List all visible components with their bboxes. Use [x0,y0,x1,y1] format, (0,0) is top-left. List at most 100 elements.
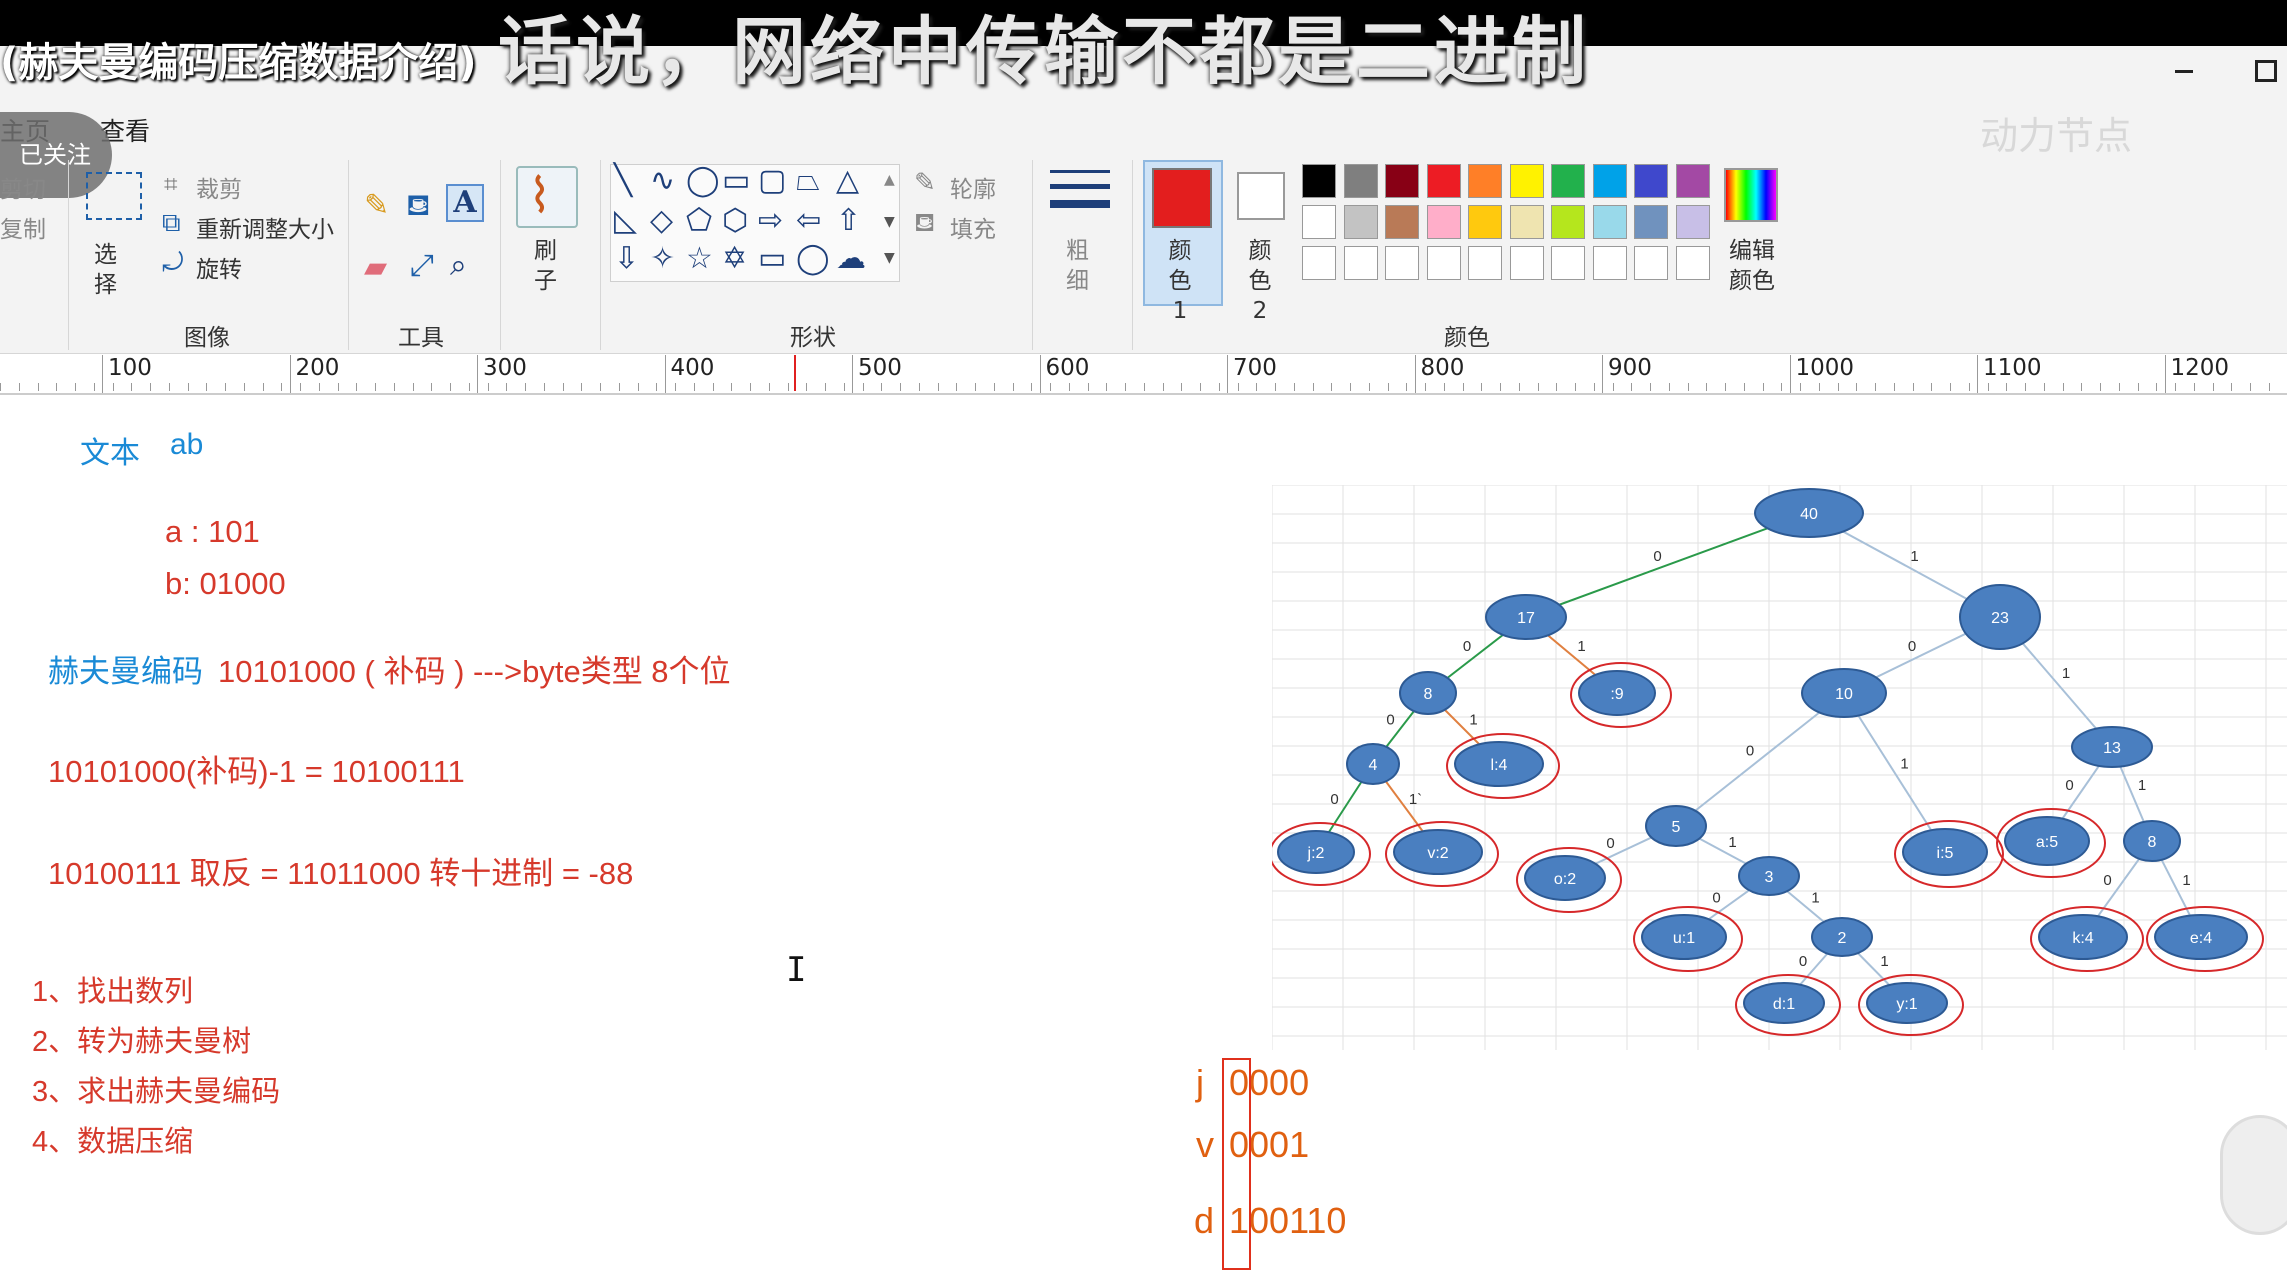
play-button[interactable] [2220,1115,2287,1235]
ruler-tick [1031,383,1033,391]
palette-swatch[interactable] [1675,246,1710,280]
cut-button[interactable]: 剪切 [0,177,46,203]
ruler-tick [487,383,489,391]
oval-shape-icon[interactable]: ◯ [686,163,720,198]
eraser-icon[interactable]: ▰ [364,250,388,285]
palette-swatch[interactable] [1675,164,1710,198]
rounded-rectangle-shape-icon[interactable]: ▢ [758,163,787,198]
select-button[interactable]: 选择 [94,242,117,298]
crop-button[interactable]: 裁剪 [196,177,242,203]
polygon-shape-icon[interactable]: ⏢ [796,163,820,198]
right-triangle-shape-icon[interactable]: ◺ [614,203,638,238]
six-point-star-shape-icon[interactable]: ✡ [722,241,748,276]
text-tool-icon[interactable]: A [446,184,484,222]
down-arrow-shape-icon[interactable]: ⇩ [614,241,640,276]
palette-swatch[interactable] [1343,205,1378,239]
palette-swatch[interactable] [1426,205,1461,239]
gallery-scroll-down-icon[interactable]: ▼ [884,214,895,230]
size-button[interactable]: 粗细 [1066,238,1089,294]
palette-swatch[interactable] [1385,164,1419,198]
hexagon-shape-icon[interactable]: ⬡ [722,203,749,238]
palette-swatch[interactable] [1592,164,1627,198]
palette-swatch[interactable] [1509,205,1544,239]
palette-swatch[interactable] [1509,246,1544,280]
palette-swatch[interactable] [1509,164,1544,198]
cloud-callout-shape-icon[interactable]: ☁ [836,241,866,276]
minimize-button[interactable] [2170,52,2200,74]
ruler-label: 1200 [2170,355,2230,381]
pencil-icon[interactable]: ✎ [364,188,390,223]
palette-swatch[interactable] [1426,164,1461,198]
ruler-tick [525,383,526,391]
outline-button[interactable]: 轮廓 [950,177,996,203]
line-shape-icon[interactable]: ╲ [614,163,633,198]
palette-swatch[interactable] [1385,205,1419,239]
rectangle-shape-icon[interactable]: ▭ [722,163,751,198]
palette-swatch[interactable] [1592,205,1627,239]
shapes-group-label: 形状 [790,325,836,351]
ruler-tick [112,383,114,391]
copy-button[interactable]: 复制 [0,217,46,243]
brush-icon[interactable] [516,166,578,228]
palette-swatch[interactable] [1302,205,1336,239]
pentagon-shape-icon[interactable]: ⬠ [686,203,713,238]
palette-swatch[interactable] [1634,246,1668,280]
magnifier-icon[interactable]: ⌕ [450,248,467,283]
left-arrow-shape-icon[interactable]: ⇦ [796,203,822,238]
tree-node [2004,816,2090,866]
rotate-button[interactable]: 旋转 [196,257,242,283]
triangle-shape-icon[interactable]: △ [836,163,860,198]
resize-button[interactable]: 重新调整大小 [196,217,334,243]
edit-colors-icon[interactable] [1724,168,1778,222]
palette-swatch[interactable] [1302,164,1336,198]
oval-callout-shape-icon[interactable]: ◯ [796,241,830,276]
fill-button[interactable]: 填充 [950,217,996,243]
palette-swatch[interactable] [1426,246,1461,280]
tree-leaf-circle [1272,822,1371,886]
palette-swatch[interactable] [1343,246,1378,280]
gallery-expand-icon[interactable]: ▼ [884,250,895,266]
ruler-tick [1443,383,1445,391]
tree-node-label: y:1 [1896,996,1917,1013]
fill-bucket-icon[interactable]: ⛾ [406,188,431,223]
tree-edge-label: 0 [1712,890,1720,907]
shapes-gallery[interactable] [610,164,900,282]
title-bar [0,0,2287,46]
ruler-tick [750,383,751,391]
size-icon[interactable] [1050,168,1114,224]
follow-badge[interactable]: 已关注 [0,112,112,198]
four-point-star-shape-icon[interactable]: ✧ [650,241,676,276]
curve-shape-icon[interactable]: ∿ [650,163,676,198]
select-icon[interactable] [86,172,142,220]
rect-callout-shape-icon[interactable]: ▭ [758,241,787,276]
tree-edge-label: 1 [2062,665,2070,682]
palette-swatch[interactable] [1385,246,1419,280]
palette-swatch[interactable] [1343,164,1378,198]
tree-node [1524,855,1606,901]
ruler-tick [1668,383,1670,391]
palette-swatch[interactable] [1675,205,1710,239]
brushes-button[interactable]: 刷子 [534,238,557,294]
ruler-tick [318,383,320,391]
palette-swatch[interactable] [1551,205,1585,239]
palette-swatch[interactable] [1634,164,1668,198]
palette-swatch[interactable] [1551,246,1585,280]
tree-edge [1675,692,1845,827]
diamond-shape-icon[interactable]: ◇ [650,203,674,238]
up-arrow-shape-icon[interactable]: ⇧ [836,203,862,238]
color-picker-icon[interactable]: ⤢ [410,248,434,283]
gallery-scroll-up-icon[interactable]: ▲ [884,172,895,188]
palette-swatch[interactable] [1468,164,1502,198]
palette-swatch[interactable] [1592,246,1627,280]
five-point-star-shape-icon[interactable]: ☆ [686,241,713,276]
outline-icon: ✎ [914,168,936,198]
edit-colors-button[interactable]: 编辑颜色 [1729,238,1775,294]
maximize-button[interactable] [2255,60,2277,82]
palette-swatch[interactable] [1468,205,1502,239]
palette-swatch[interactable] [1634,205,1668,239]
palette-swatch[interactable] [1302,246,1336,280]
palette-swatch[interactable] [1468,246,1502,280]
palette-swatch[interactable] [1551,164,1585,198]
right-arrow-shape-icon[interactable]: ⇨ [758,203,784,238]
color2-swatch[interactable] [1237,172,1285,220]
